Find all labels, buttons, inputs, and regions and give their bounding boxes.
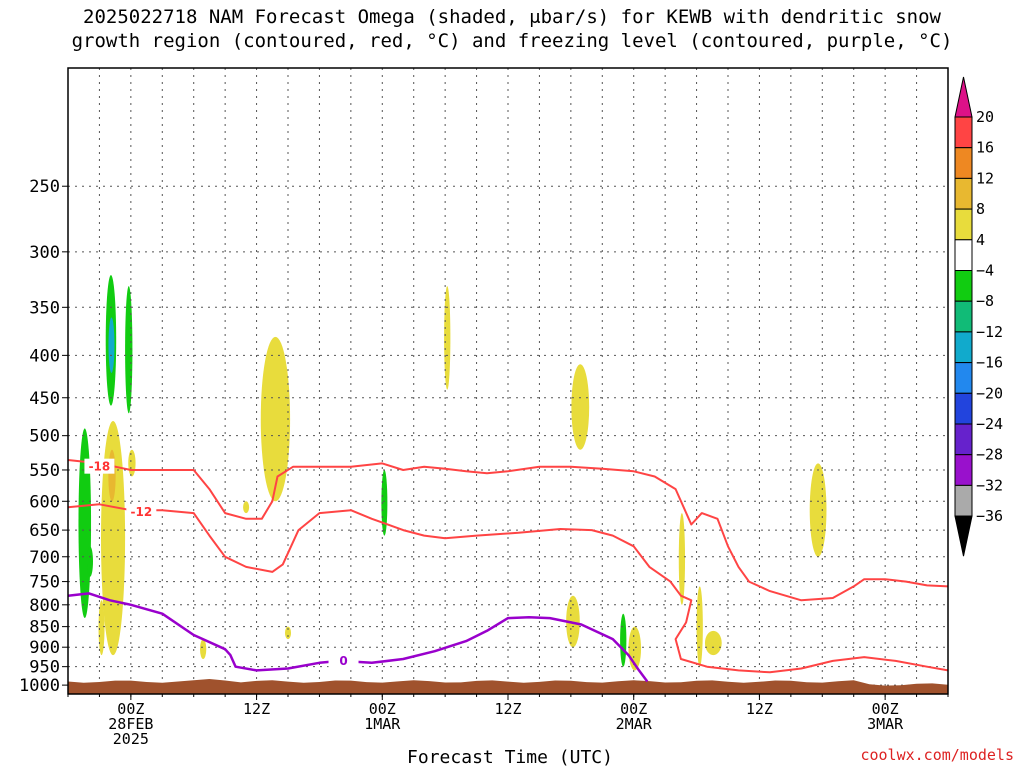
colorbar-bin-1 xyxy=(954,147,973,179)
terrain-layer xyxy=(68,679,948,694)
freezing-level-contour xyxy=(67,592,649,683)
colorbar-bin-5 xyxy=(954,270,973,302)
colorbar-label-1: 16 xyxy=(976,139,994,157)
x-tick-label-6-1: 3MAR xyxy=(867,715,904,733)
y-tick-label-700: 700 xyxy=(29,548,60,568)
colorbar-bin-7 xyxy=(954,331,973,364)
omega-region-2 xyxy=(128,449,136,477)
terrain-surface xyxy=(68,679,948,694)
omega-region-12 xyxy=(285,626,291,640)
freezing-level-label: 0 xyxy=(339,654,347,668)
x-tick-label-2-1: 1MAR xyxy=(364,715,401,733)
colorbar-label-9: −20 xyxy=(976,384,1003,402)
omega-region-22 xyxy=(809,463,827,557)
colorbar-bin-9 xyxy=(954,392,973,425)
colorbar-label-6: −8 xyxy=(976,292,994,310)
colorbar-label-4: 4 xyxy=(976,231,985,249)
omega-region-15 xyxy=(571,364,590,450)
omega-region-0 xyxy=(101,420,126,656)
omega-region-13 xyxy=(444,286,451,390)
colorbar-bin-6 xyxy=(954,300,973,333)
dendritic-contour-label-0: -18 xyxy=(89,460,111,474)
y-tick-label-750: 750 xyxy=(29,573,60,593)
colorbar-bin-0 xyxy=(954,116,973,149)
omega-region-9 xyxy=(200,639,207,659)
y-tick-label-950: 950 xyxy=(29,658,60,678)
omega-region-4 xyxy=(78,428,92,619)
x-tick-label-0-1: 28FEB xyxy=(108,715,153,733)
colorbar-bin-12 xyxy=(954,484,973,517)
omega-region-11 xyxy=(260,336,291,502)
omega-region-16 xyxy=(566,595,580,648)
x-tick-label-3-0: 12Z xyxy=(494,700,521,718)
dendritic-contour-1 xyxy=(67,503,949,674)
y-tick-label-1000: 1000 xyxy=(19,676,60,696)
colorbar-label-7: −12 xyxy=(976,323,1003,341)
x-tick-label-0-2: 2025 xyxy=(113,730,149,748)
x-tick-label-6-0: 00Z xyxy=(872,700,899,718)
y-tick-label-800: 800 xyxy=(29,596,60,616)
dendritic-contour-label-1: -12 xyxy=(130,505,152,519)
omega-region-19 xyxy=(678,513,686,605)
omega-region-1 xyxy=(108,449,116,502)
chart-title-line-2: growth region (contoured, red, °C) and f… xyxy=(71,30,953,52)
colorbar-label-11: −28 xyxy=(976,446,1003,464)
y-tick-label-500: 500 xyxy=(29,427,60,447)
omega-region-8 xyxy=(87,546,93,577)
y-tick-label-550: 550 xyxy=(29,461,60,481)
omega-region-6 xyxy=(108,317,115,373)
colorbar-label-3: 8 xyxy=(976,200,985,218)
colorbar-bin-10 xyxy=(954,423,973,456)
y-tick-label-300: 300 xyxy=(29,243,60,263)
y-tick-label-450: 450 xyxy=(29,389,60,409)
colorbar-label-5: −4 xyxy=(976,262,994,280)
y-tick-label-600: 600 xyxy=(29,492,60,512)
colorbar-label-12: −32 xyxy=(976,476,1003,494)
colorbar-label-2: 12 xyxy=(976,169,994,187)
colorbar-bin-3 xyxy=(954,208,973,241)
chart-title-line-1: 2025022718 NAM Forecast Omega (shaded, μ… xyxy=(83,6,941,28)
colorbar-bin-2 xyxy=(954,177,973,210)
colorbar-bin-11 xyxy=(954,454,973,486)
colorbar-bin-8 xyxy=(954,362,973,394)
dendritic-contour-label-1-bg xyxy=(126,503,157,519)
pressure-axis: 2503003504004505005506006507007508008509… xyxy=(19,177,68,696)
x-tick-label-1-0: 12Z xyxy=(243,700,270,718)
x-tick-label-4-1: 2MAR xyxy=(616,715,653,733)
colorbar-bin-4 xyxy=(954,239,973,272)
x-axis-title: Forecast Time (UTC) xyxy=(407,747,613,768)
y-tick-label-350: 350 xyxy=(29,298,60,318)
omega-region-14 xyxy=(381,469,388,536)
colorbar-label-8: −16 xyxy=(976,354,1003,372)
y-tick-label-400: 400 xyxy=(29,346,60,366)
colorbar-label-0: 20 xyxy=(976,108,994,126)
contour-layer: -18 -12 0 xyxy=(67,458,949,683)
omega-shading-layer xyxy=(78,275,827,671)
x-tick-label-4-0: 00Z xyxy=(620,700,647,718)
omega-region-21 xyxy=(704,630,722,656)
colorbar-top-arrow xyxy=(954,76,973,118)
x-tick-label-0-0: 00Z xyxy=(117,700,144,718)
omega-colorbar: 20 16 12 8 4 −4 −8 −12 −16 −20 −24 −28 −32 −36 xyxy=(954,76,1003,557)
colorbar-label-10: −24 xyxy=(976,415,1003,433)
y-tick-label-900: 900 xyxy=(29,638,60,658)
dendritic-contour-label-0-bg xyxy=(84,458,115,474)
omega-region-17 xyxy=(620,613,627,667)
dendritic-contour-0 xyxy=(67,459,949,602)
watermark-link[interactable]: coolwx.com/models xyxy=(860,746,1014,764)
omega-region-10 xyxy=(243,501,250,514)
colorbar-label-13: −36 xyxy=(976,507,1003,525)
y-tick-label-250: 250 xyxy=(29,177,60,197)
x-tick-label-2-0: 00Z xyxy=(369,700,396,718)
omega-region-3 xyxy=(98,600,105,656)
freezing-level-label-bg xyxy=(328,652,359,668)
x-tick-label-5-0: 12Z xyxy=(746,700,773,718)
colorbar-bottom-arrow xyxy=(954,515,973,557)
y-tick-label-650: 650 xyxy=(29,521,60,541)
y-tick-label-850: 850 xyxy=(29,618,60,638)
omega-region-7 xyxy=(125,286,133,414)
